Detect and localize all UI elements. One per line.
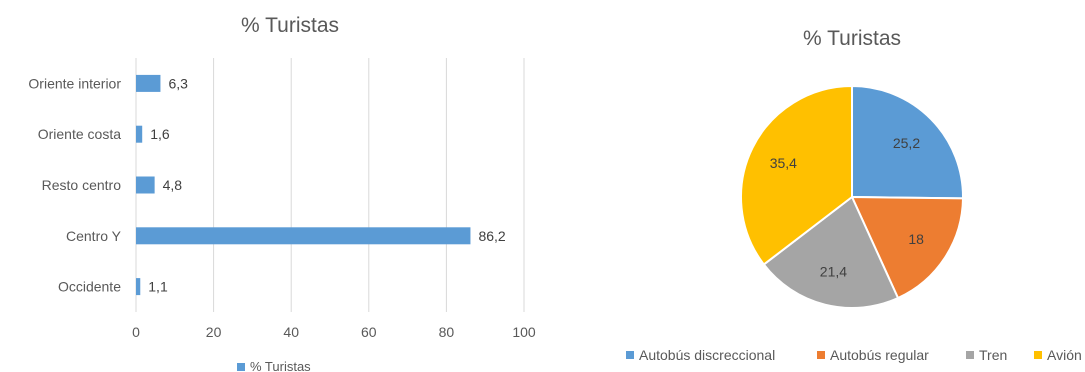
category-label: Resto centro	[42, 177, 122, 193]
bar-chart-tick-labels: 0 20 40 60 80 100	[132, 324, 536, 340]
x-tick-label: 20	[206, 324, 222, 340]
pie-data-label: 18	[908, 231, 924, 247]
bar-chart: % Turistas Oriente interior Oriente costa…	[28, 14, 535, 372]
pie-legend-label: Avión	[1047, 347, 1082, 363]
x-tick-label: 0	[132, 324, 140, 340]
bar-data-label: 6,3	[168, 75, 188, 91]
bar	[136, 227, 471, 245]
x-tick-label: 100	[512, 324, 536, 340]
pie-legend-label: Tren	[979, 347, 1007, 363]
bar-data-label: 86,2	[478, 228, 505, 244]
pie-slice	[762, 195, 900, 309]
pie-data-label: 25,2	[893, 135, 920, 151]
pie-chart-legend: Autobús discreccional Autobús regular Tren…	[626, 347, 1082, 363]
bar-chart-bars	[136, 74, 471, 296]
bar-legend-label: % Turistas	[250, 359, 311, 372]
pie-chart-slices	[740, 84, 965, 309]
pie-legend-swatch	[817, 351, 825, 359]
pie-chart-data-labels: 25,2 18 21,4 35,4	[770, 135, 924, 279]
bar	[136, 125, 143, 143]
x-tick-label: 80	[439, 324, 455, 340]
category-label: Centro Y	[66, 228, 122, 244]
pie-data-label: 21,4	[820, 263, 847, 279]
pie-legend-swatch	[626, 351, 634, 359]
category-label: Occidente	[58, 279, 121, 295]
x-tick-label: 60	[361, 324, 377, 340]
bar	[136, 74, 161, 92]
bar-chart-data-labels: 6,3 1,6 4,8 86,2 1,1	[148, 75, 506, 294]
pie-slice	[740, 84, 853, 266]
bar-data-label: 1,1	[148, 279, 168, 295]
bar-chart-gridlines	[135, 58, 525, 312]
bar	[136, 278, 141, 296]
pie-chart-title: % Turistas	[803, 27, 901, 50]
bar-chart-title: % Turistas	[241, 14, 339, 37]
bar	[136, 176, 155, 194]
bar-legend-swatch	[237, 363, 245, 371]
pie-legend-swatch	[966, 351, 974, 359]
pie-legend-label: Autobús regular	[830, 347, 929, 363]
x-tick-label: 40	[283, 324, 299, 340]
pie-legend-label: Autobús discreccional	[639, 347, 775, 363]
bar-chart-legend: % Turistas	[237, 359, 311, 372]
bar-data-label: 1,6	[150, 126, 170, 142]
pie-legend-swatch	[1034, 351, 1042, 359]
pie-slice	[851, 84, 964, 200]
category-label: Oriente costa	[38, 126, 121, 142]
pie-chart: % Turistas 25,2 18 21,4 35,4 Autobús discre…	[626, 27, 1082, 363]
bar-data-label: 4,8	[163, 177, 183, 193]
pie-slice	[850, 195, 965, 300]
pie-data-label: 35,4	[770, 155, 797, 171]
category-label: Oriente interior	[28, 75, 121, 91]
bar-chart-category-labels: Oriente interior Oriente costa Resto centr…	[28, 75, 121, 294]
